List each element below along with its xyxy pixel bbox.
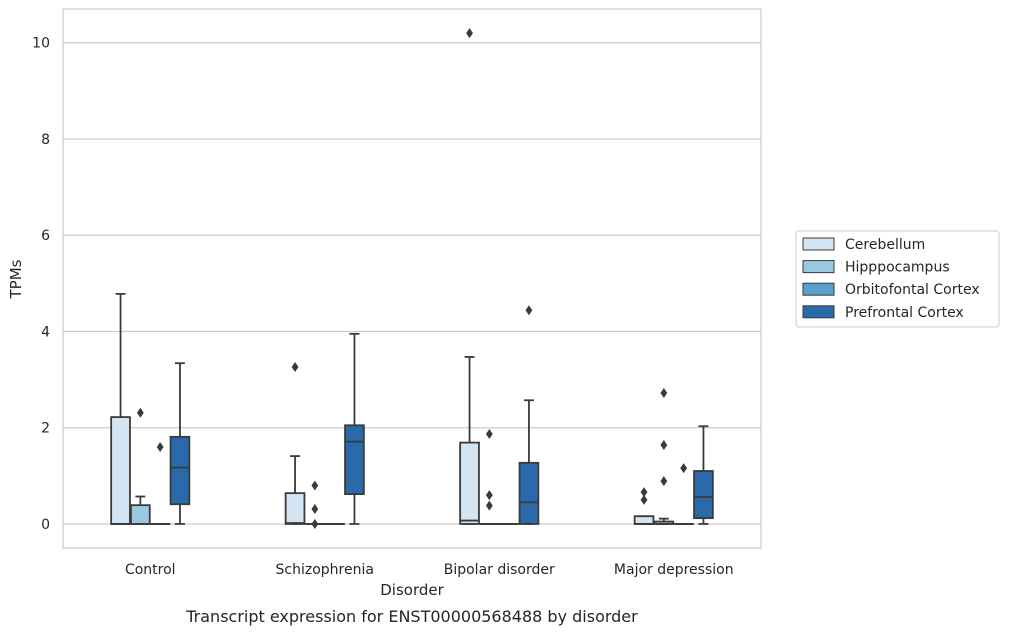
legend-label: Cerebellum: [845, 237, 925, 253]
box-body: [633, 515, 655, 525]
legend-swatch: [802, 237, 835, 251]
outlier-point: [291, 362, 299, 373]
box-layer: [110, 28, 714, 529]
box-prefrontal-cortex-1: [344, 332, 365, 525]
y-tick-label: 6: [41, 228, 50, 244]
x-tick-label: Major depression: [614, 562, 734, 578]
legend-swatch: [802, 282, 835, 296]
plot-frame: [62, 8, 762, 549]
outlier-point: [660, 388, 668, 399]
outlier-point: [156, 441, 164, 452]
y-tick-label: 8: [41, 132, 50, 148]
outlier-point: [660, 440, 668, 451]
outlier-point: [525, 305, 533, 316]
outlier-point: [485, 490, 493, 501]
outlier-point: [485, 500, 493, 511]
box-body: [459, 441, 480, 525]
box-prefrontal-cortex-3: [693, 425, 714, 525]
legend-label: Orbitofontal Cortex: [845, 282, 980, 298]
plot-background: [63, 9, 761, 548]
outlier-point: [660, 476, 668, 487]
y-axis-ticks: 0 2 4 6 8 10: [32, 36, 50, 533]
legend-swatch: [802, 305, 835, 319]
y-tick-label: 0: [41, 517, 50, 533]
box-body: [130, 504, 151, 525]
box-cerebellum-3: [633, 487, 655, 525]
box-hipppocampus-2: [479, 428, 500, 525]
y-tick-label: 2: [41, 421, 50, 437]
box-cerebellum-0: [110, 292, 131, 525]
box-hipppocampus-3: [653, 388, 675, 525]
box-prefrontal-cortex-0: [169, 362, 191, 525]
outlier-point: [640, 494, 648, 505]
outlier-point: [640, 487, 648, 498]
outlier-point: [311, 518, 319, 529]
x-tick-label: Control: [125, 562, 176, 578]
y-tick-label: 10: [32, 36, 50, 52]
box-body: [284, 492, 306, 525]
box-hipppocampus-1: [304, 480, 326, 529]
box-hipppocampus-0: [130, 407, 151, 525]
y-tick-label: 4: [41, 324, 50, 340]
legend-label: Hipppocampus: [845, 260, 950, 276]
legend-label: Prefrontal Cortex: [845, 305, 964, 321]
outlier-point: [466, 28, 473, 39]
box-body: [518, 461, 540, 525]
box-orbitofontal-cortex-0: [149, 441, 171, 525]
x-tick-label: Bipolar disorder: [444, 562, 555, 578]
box-prefrontal-cortex-2: [518, 305, 540, 525]
outlier-point: [311, 480, 319, 491]
x-tick-label: Schizophrenia: [276, 562, 374, 578]
x-axis-label: Disorder: [380, 581, 444, 599]
legend-frame: [795, 230, 1000, 328]
box-body: [169, 435, 191, 506]
legend-swatch: [802, 260, 835, 274]
box-cerebellum-1: [284, 362, 306, 525]
box-body: [344, 424, 365, 495]
outlier-point: [136, 407, 144, 418]
outlier-point: [311, 504, 319, 515]
outlier-point: [485, 428, 493, 439]
x-axis-ticks: Control Schizophrenia Bipolar disorder Majo…: [125, 562, 734, 578]
box-body: [110, 416, 131, 525]
y-axis-label: TPMs: [7, 259, 25, 299]
legend: Cerebellum Hipppocampus Orbitofontal Corte…: [795, 230, 1000, 328]
box-orbitofontal-cortex-3: [673, 463, 694, 525]
box-body: [693, 470, 714, 520]
outlier-point: [680, 463, 688, 474]
box-cerebellum-2: [459, 28, 480, 525]
chart-caption: Transcript expression for ENST0000056848…: [185, 607, 638, 626]
